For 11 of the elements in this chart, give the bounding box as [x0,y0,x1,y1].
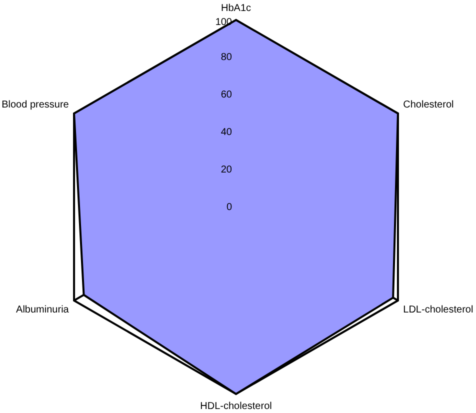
spoke-label: HbA1c [220,2,252,14]
spoke-label: Cholesterol [403,99,454,110]
spoke-label: HDL-cholesterol [200,400,272,412]
y-tick-label: 20 [220,164,232,176]
y-tick-label: 60 [220,90,232,101]
spoke-label: Blood pressure [2,99,70,110]
y-tick-label: 40 [220,126,232,138]
y-tick-label: 0 [226,202,232,213]
spoke-label: LDL-cholesterol [403,304,474,316]
spoke-label: Albuminuria [16,304,70,316]
y-tick-label: 80 [220,52,232,64]
